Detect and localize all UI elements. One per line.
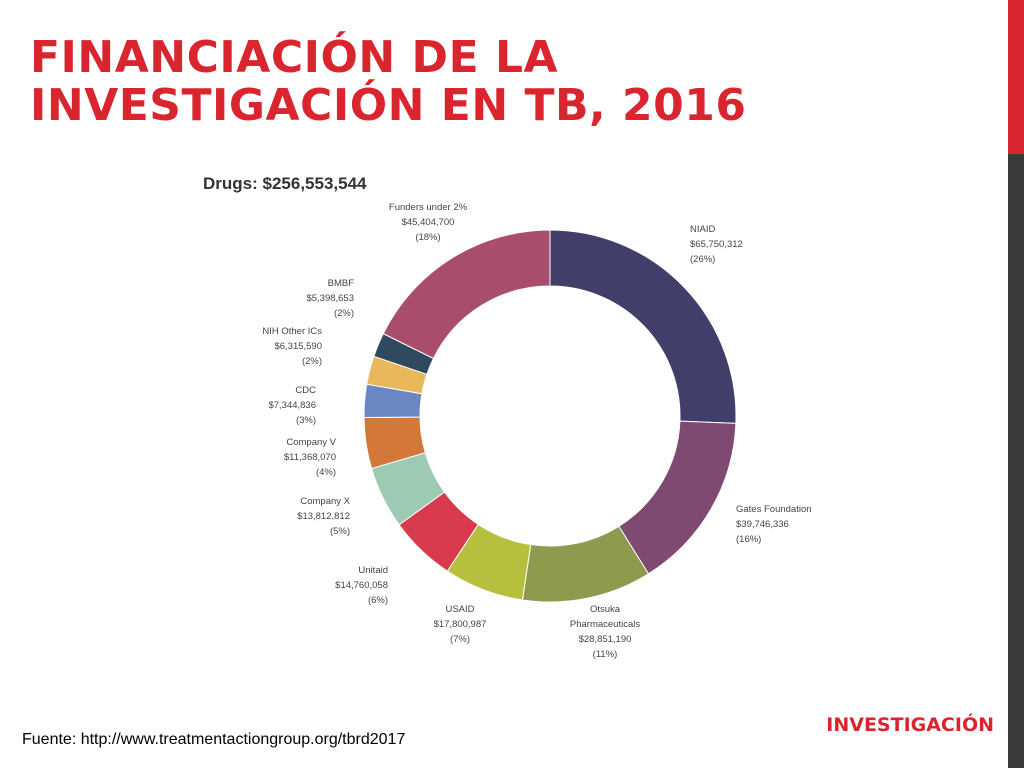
slide-title-line-2: INVESTIGACIÓN EN TB, 2016 [30,80,747,131]
slice-label-bmbf: BMBF $5,398,653 (2%) [306,278,354,319]
slice-label-unitaid: Unitaid $14,760,058 (6%) [335,565,388,606]
donut-chart: Drugs: $256,553,544 NIAID $65,750,312 (26%… [190,160,850,660]
slice-label-gates-foundation: Gates Foundation $39,746,336 (16%) [736,504,812,545]
slice-gates-foundation [618,420,737,575]
slice-funders-under-2 [382,229,551,360]
section-tag: INVESTIGACIÓN [826,714,994,736]
slice-label-nih-other-ics: NIH Other ICs $6,315,590 (2%) [262,326,322,367]
slice-label-niaid: NIAID $65,750,312 (26%) [690,224,743,265]
slice-label-usaid: USAID $17,800,987 (7%) [434,604,487,645]
slice-label-company-x: Company X $13,812,812 (5%) [297,496,351,537]
slide-title: FINANCIACIÓN DE LA INVESTIGACIÓN EN TB, … [30,34,747,130]
slice-label-otsuka-pharmaceuticals: Otsuka Pharmaceuticals $28,851,190 (11%) [570,604,640,660]
slide-title-line-1: FINANCIACIÓN DE LA [30,32,559,83]
donut-chart-svg: NIAID $65,750,312 (26%) Gates Foundation $39… [262,202,812,660]
chart-title: Drugs: $256,553,544 [203,174,367,193]
side-gray-bar [1008,154,1024,768]
slice-label-cdc: CDC $7,344,836 (3%) [268,385,316,426]
slice-label-funders-under-2: Funders under 2% $45,404,700 (18%) [389,202,468,243]
source-note: Fuente: http://www.treatmentactiongroup.… [22,731,406,748]
slice-label-company-v: Company V $11,368,070 (4%) [284,437,337,478]
side-accent-bar [1008,0,1024,154]
